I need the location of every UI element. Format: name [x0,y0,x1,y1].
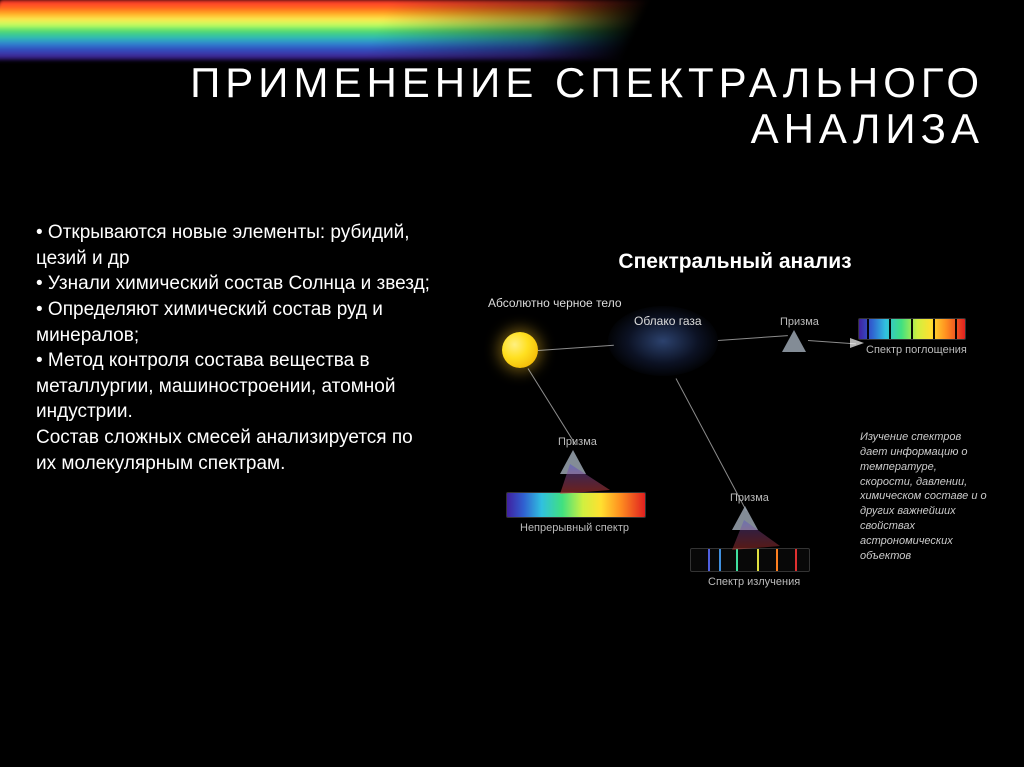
bullet-item: • Узнали химический состав Солнца и звез… [36,271,436,297]
decorative-spectrum-band [0,0,650,60]
prism-icon: Призма [780,314,819,354]
absorption-spectrum [858,318,966,340]
light-fan-icon [732,520,788,550]
diagram-title: Спектральный анализ [618,250,851,274]
title-line-1: ПРИМЕНЕНИЕ СПЕКТРАЛЬНОГО [190,60,984,106]
arrow-icon [850,338,864,348]
diagram-side-note: Изучение спектров дает информацию о темп… [860,430,990,564]
label-prism: Призма [558,436,597,448]
ray [718,335,788,341]
bullet-item: Состав сложных смесей анализируется по и… [36,425,436,476]
title-line-2: АНАЛИЗА [190,106,984,152]
bullet-item: • Метод контроля состава вещества в мета… [36,348,436,425]
label-prism: Призма [730,492,769,504]
label-continuous: Непрерывный спектр [520,522,629,534]
label-emission: Спектр излучения [708,576,800,588]
emission-spectrum [690,548,810,572]
slide-title: ПРИМЕНЕНИЕ СПЕКТРАЛЬНОГО АНАЛИЗА [190,60,984,152]
bullet-item: • Открываются новые элементы: рубидий, ц… [36,220,436,271]
label-absorption: Спектр поглощения [866,344,967,356]
label-gas-cloud: Облако газа [634,314,702,328]
bullet-item: • Определяют химический состав руд и мин… [36,297,436,348]
sun-icon [502,332,538,368]
continuous-spectrum [506,492,646,518]
label-prism: Призма [780,316,819,328]
spectral-diagram: Спектральный анализ Абсолютно черное тел… [480,220,990,650]
label-blackbody: Абсолютно черное тело [488,296,622,310]
bullet-list: • Открываются новые элементы: рубидий, ц… [36,220,436,476]
light-fan-icon [560,464,620,494]
ray [538,345,614,351]
